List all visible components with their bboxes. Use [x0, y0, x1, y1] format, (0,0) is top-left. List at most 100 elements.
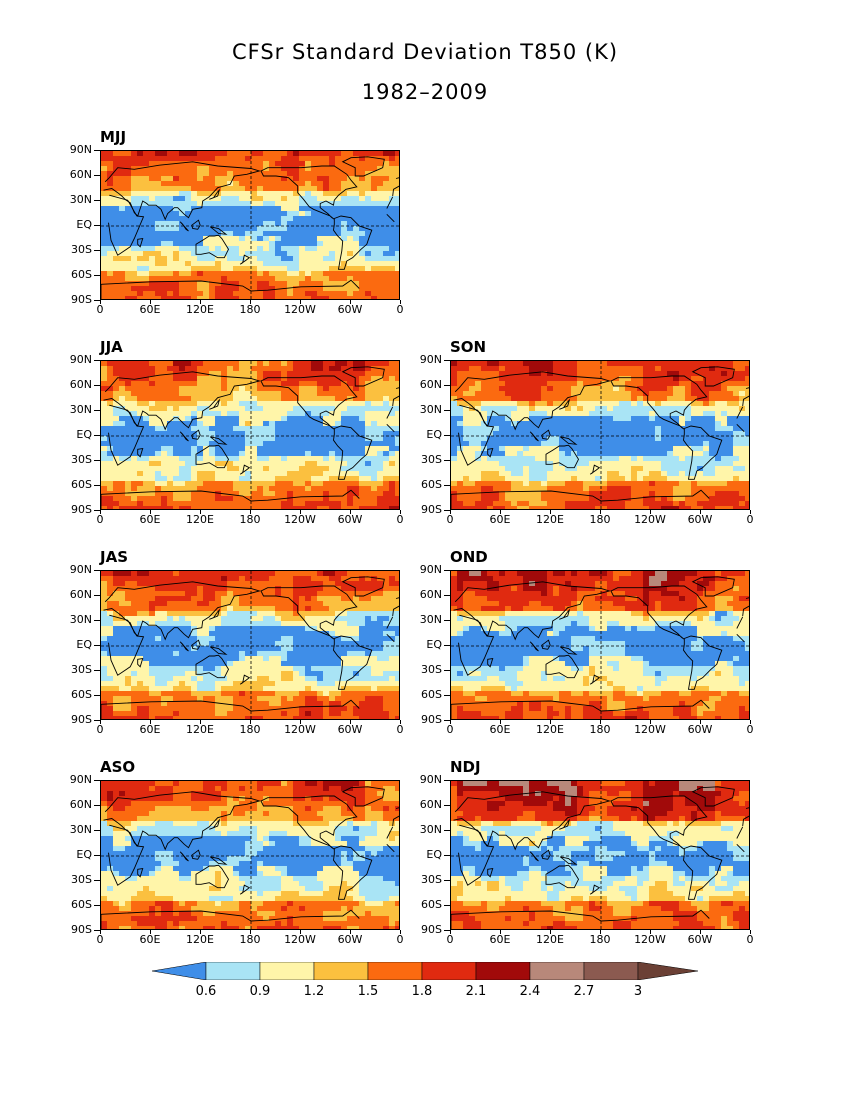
lat-tick	[94, 510, 100, 511]
lon-tick	[100, 510, 101, 514]
lat-tick-label: 60N	[69, 378, 92, 391]
lon-tick	[100, 720, 101, 724]
lat-tick	[444, 805, 450, 806]
coastline	[333, 635, 373, 690]
lon-tick-label: 180	[239, 303, 261, 316]
panel-label: OND	[450, 548, 488, 566]
lon-tick	[650, 930, 651, 934]
lat-tick	[94, 855, 100, 856]
lon-tick	[600, 930, 601, 934]
coastline	[451, 489, 710, 509]
lat-tick	[444, 595, 450, 596]
std-dev-field	[101, 151, 399, 299]
lon-tick-label: 180	[589, 723, 611, 736]
colorbar-tick-label: 2.4	[519, 984, 541, 999]
coastline	[529, 431, 539, 442]
lat-tick-label: 90S	[71, 713, 92, 726]
lon-tick-label: 60W	[337, 513, 363, 526]
lon-tick	[350, 510, 351, 514]
coastline	[239, 254, 251, 265]
lon-tick	[700, 510, 701, 514]
coastline	[589, 884, 601, 895]
std-dev-field	[101, 361, 399, 509]
lon-tick-label: 0	[446, 513, 454, 526]
coastline	[260, 165, 358, 220]
coastline	[209, 436, 228, 445]
panel-label: JAS	[100, 548, 128, 566]
lat-tick	[94, 275, 100, 276]
lon-tick	[550, 510, 551, 514]
lat-tick-label: 90N	[419, 563, 442, 576]
coastline	[209, 226, 228, 235]
lat-tick	[94, 695, 100, 696]
lat-tick	[94, 905, 100, 906]
lon-tick-label: 120W	[284, 303, 316, 316]
lon-tick-label: 0	[746, 513, 754, 526]
lon-tick	[150, 510, 151, 514]
coastline	[137, 657, 144, 668]
lat-tick-label: 30N	[419, 613, 442, 626]
colorbar-extend-high	[637, 962, 698, 980]
lat-tick	[444, 905, 450, 906]
map-panel-mjj: MJJ 90N 60N 30N EQ 30S 60S 90S 0 60E 120E 180 120W 60…	[48, 128, 408, 328]
lon-tick	[250, 720, 251, 724]
colorbar-tick-label: 1.5	[357, 984, 379, 999]
coastline	[529, 851, 539, 862]
lat-tick	[444, 830, 450, 831]
lat-tick-label: 90N	[69, 143, 92, 156]
lat-tick	[444, 385, 450, 386]
lon-tick	[250, 510, 251, 514]
lon-tick-label: 0	[746, 723, 754, 736]
map-frame	[100, 780, 400, 930]
colorbar-extend-low	[152, 962, 207, 980]
coastline	[341, 366, 385, 387]
lat-tick	[94, 460, 100, 461]
lon-tick-label: 0	[446, 723, 454, 736]
lon-tick	[300, 300, 301, 304]
coastline	[395, 597, 399, 599]
lon-tick	[350, 300, 351, 304]
lat-tick	[444, 435, 450, 436]
coastline	[691, 366, 735, 387]
lat-tick-label: 90N	[419, 773, 442, 786]
lat-tick	[444, 720, 450, 721]
colorbar-tick-label: 2.7	[573, 984, 595, 999]
lon-tick-label: 0	[396, 933, 404, 946]
lat-tick	[444, 930, 450, 931]
lat-tick-label: 60S	[71, 268, 92, 281]
coastline	[260, 795, 358, 850]
lon-tick	[150, 720, 151, 724]
lon-tick	[250, 930, 251, 934]
figure-subtitle: 1982–2009	[361, 80, 489, 104]
map-panel-jja: JJA 90N 60N 30N EQ 30S 60S 90S 0 60E 120E 180 120W 60…	[48, 338, 408, 538]
lat-tick-label: 60S	[421, 688, 442, 701]
lon-tick-label: 0	[96, 303, 104, 316]
coastline	[395, 387, 399, 389]
lat-tick	[444, 645, 450, 646]
coastline	[541, 639, 551, 650]
lon-tick	[750, 720, 751, 724]
coastline	[209, 856, 228, 865]
lat-tick-label: 60S	[71, 688, 92, 701]
panel-label: JJA	[100, 338, 123, 356]
coastline	[341, 576, 385, 597]
lat-tick	[94, 150, 100, 151]
lat-tick-label: 90S	[71, 503, 92, 516]
lat-tick-label: 30N	[69, 403, 92, 416]
coastline	[745, 387, 749, 389]
coastline	[195, 864, 230, 889]
lat-tick-label: 90S	[421, 923, 442, 936]
colorbar-segment	[421, 962, 477, 980]
map-frame	[100, 570, 400, 720]
lon-tick	[300, 720, 301, 724]
coastline	[209, 398, 221, 410]
lat-tick-label: 30S	[71, 873, 92, 886]
lon-tick	[750, 510, 751, 514]
lon-tick-label: 0	[396, 303, 404, 316]
lat-tick-label: 90S	[71, 923, 92, 936]
lon-tick	[450, 720, 451, 724]
coastline	[451, 699, 710, 719]
coastline	[745, 597, 749, 599]
lon-tick-label: 180	[239, 513, 261, 526]
lat-tick	[444, 570, 450, 571]
